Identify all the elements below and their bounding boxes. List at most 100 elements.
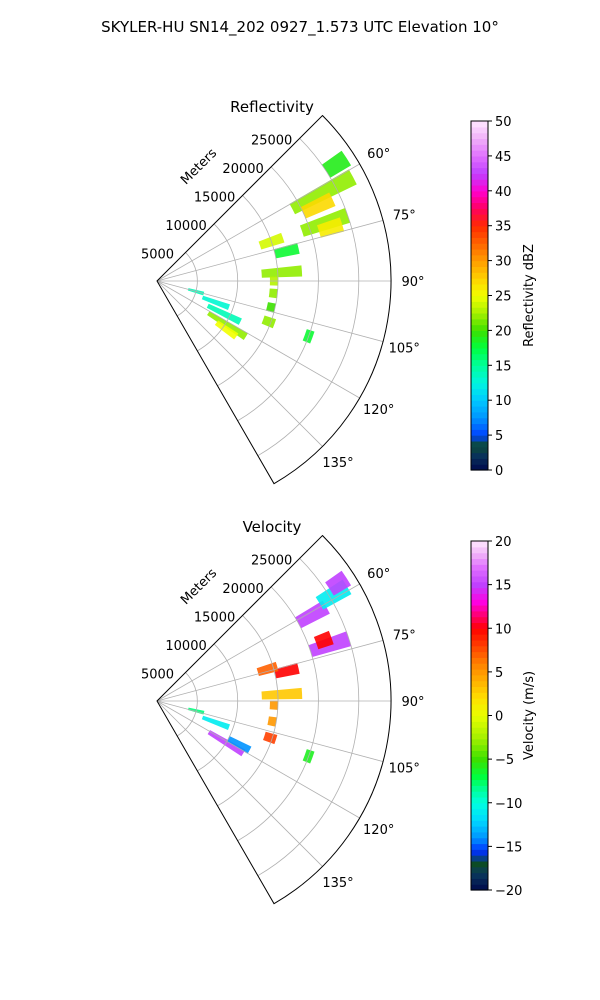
colorbar-swatch xyxy=(471,587,488,594)
azimuth-line-4 xyxy=(156,700,360,819)
range-axis-label: Meters xyxy=(178,566,220,608)
colorbar-swatch xyxy=(471,756,488,763)
panel-title: Velocity xyxy=(243,518,302,536)
colorbar-swatch xyxy=(471,278,488,285)
echo-gate-13 xyxy=(201,295,230,310)
echo-gate-16 xyxy=(206,303,242,325)
colorbar-swatch xyxy=(471,872,488,879)
figure-title: SKYLER-HU SN14_202 0927_1.573 UTC Elevat… xyxy=(101,18,499,37)
colorbar-tick-label-7: 35 xyxy=(495,220,512,235)
colorbar-swatch xyxy=(471,698,488,705)
colorbar-swatch xyxy=(471,814,488,821)
colorbar-swatch xyxy=(471,394,488,401)
colorbar-swatch xyxy=(471,773,488,781)
range-tick-label-3: 20000 xyxy=(222,162,263,177)
colorbar-swatch xyxy=(471,202,488,209)
azimuth-tick-label-1: 75° xyxy=(393,209,416,224)
azimuth-tick-label-5: 135° xyxy=(322,456,353,471)
colorbar-tick-label-6: 30 xyxy=(495,255,512,270)
colorbar-swatch xyxy=(471,634,488,641)
colorbar-swatch xyxy=(471,860,488,868)
colorbar-swatch xyxy=(471,359,488,366)
colorbar-swatch xyxy=(471,796,488,804)
colorbar-swatch xyxy=(471,196,488,204)
azimuth-tick-label-0: 60° xyxy=(367,567,390,582)
colorbar-swatch xyxy=(471,214,488,221)
colorbar-swatch xyxy=(471,604,488,612)
colorbar-swatch xyxy=(471,750,488,757)
colorbar-swatch xyxy=(471,318,488,326)
colorbar-swatch xyxy=(471,651,488,658)
range-tick-label-2: 15000 xyxy=(194,190,235,205)
colorbar-swatch xyxy=(471,254,488,262)
colorbar-swatch xyxy=(471,610,488,618)
sector-frame xyxy=(156,114,392,485)
azimuth-tick-label-2: 90° xyxy=(401,275,424,290)
colorbar-swatch xyxy=(471,179,488,186)
echo-gate-1 xyxy=(300,192,336,219)
colorbar-swatch xyxy=(471,622,488,629)
colorbar-swatch xyxy=(471,161,488,169)
colorbar-swatch xyxy=(471,599,488,606)
colorbar-swatch xyxy=(471,779,488,786)
azimuth-tick-label-3: 105° xyxy=(389,341,420,356)
colorbar-swatch xyxy=(471,243,488,250)
colorbar-tick-label-8: 20 xyxy=(495,535,512,550)
velocity-panel: Velocity 5000 10000 15000 20000 25000 Meters 60… xyxy=(141,518,537,905)
colorbar-swatch xyxy=(471,423,488,430)
echo-gate-3 xyxy=(299,208,351,237)
echo-gate-0 xyxy=(295,600,330,629)
colorbar-swatch xyxy=(471,546,488,554)
range-tick-label-3: 20000 xyxy=(222,582,263,597)
sector-frame xyxy=(156,534,392,905)
colorbar-swatch xyxy=(471,686,488,693)
colorbar-swatch xyxy=(471,283,488,291)
colorbar-swatch xyxy=(471,593,488,600)
colorbar-swatch xyxy=(471,826,488,833)
echo-gate-15 xyxy=(214,320,239,340)
range-tick-label-1: 10000 xyxy=(165,639,206,654)
azimuth-line-5 xyxy=(156,700,323,867)
colorbar-tick-label-1: −15 xyxy=(495,840,522,855)
colorbar-swatch xyxy=(471,208,488,215)
azimuth-tick-label-4: 120° xyxy=(363,823,394,838)
range-ring-2 xyxy=(217,195,279,387)
colorbar-swatch xyxy=(471,400,488,407)
range-tick-label-4: 25000 xyxy=(251,133,292,148)
colorbar-swatch xyxy=(471,855,488,862)
colorbar-swatch xyxy=(471,382,488,390)
colorbar-label: Reflectivity dBZ xyxy=(522,244,537,347)
azimuth-tick-label-1: 75° xyxy=(393,629,416,644)
colorbar-tick-label-6: 10 xyxy=(495,622,512,637)
range-ring-1 xyxy=(197,643,239,772)
colorbar-swatch xyxy=(471,342,488,349)
azimuth-line-1 xyxy=(156,640,384,702)
colorbar-swatch xyxy=(471,808,488,815)
colorbar-swatch xyxy=(471,248,488,256)
colorbar-swatch xyxy=(471,167,488,174)
echo-gate-14 xyxy=(226,736,252,754)
colorbar-swatch xyxy=(471,347,488,355)
colorbar-swatch xyxy=(471,645,488,653)
colorbar-swatch xyxy=(471,219,488,227)
colorbar-swatch xyxy=(471,458,488,465)
azimuth-tick-label-0: 60° xyxy=(367,147,390,162)
colorbar-swatch xyxy=(471,785,488,792)
echo-gate-12 xyxy=(201,715,230,730)
colorbar-swatch xyxy=(471,791,488,798)
echo-gate-9 xyxy=(268,288,278,299)
colorbar-swatch xyxy=(471,541,488,548)
range-tick-label-4: 25000 xyxy=(251,553,292,568)
colorbar-swatch xyxy=(471,353,488,361)
colorbar-swatch xyxy=(471,260,488,268)
colorbar-swatch xyxy=(471,173,488,180)
colorbar-swatch xyxy=(471,365,488,372)
azimuth-line-0 xyxy=(156,163,360,282)
colorbar-swatch xyxy=(471,452,488,459)
range-ring-0 xyxy=(176,672,198,737)
colorbar-tick-label-5: 5 xyxy=(495,666,503,681)
azimuth-line-3 xyxy=(156,280,384,342)
colorbar-swatch xyxy=(471,289,488,297)
colorbar-swatch xyxy=(471,376,488,384)
azimuth-tick-label-2: 90° xyxy=(401,695,424,710)
